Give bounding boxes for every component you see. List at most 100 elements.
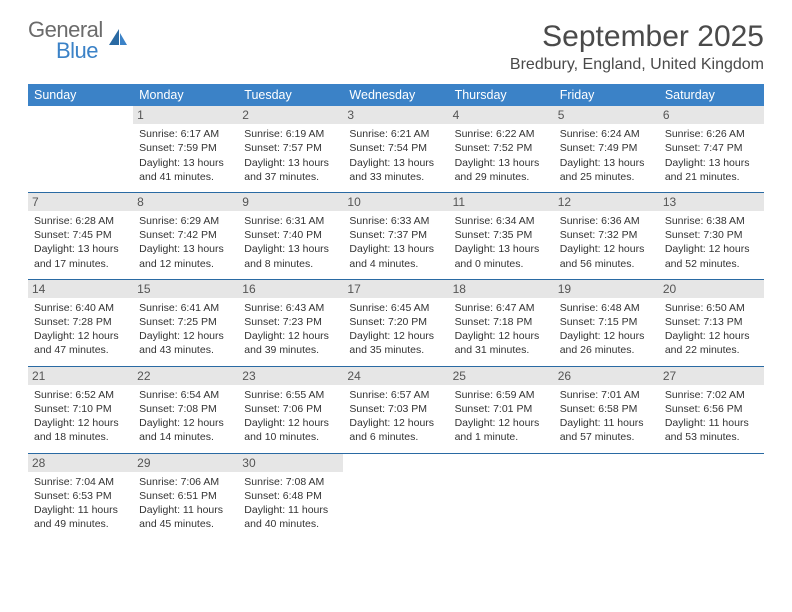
daylight-line: Daylight: 13 hours and 37 minutes. <box>244 156 337 184</box>
daylight-line: Daylight: 12 hours and 35 minutes. <box>349 329 442 357</box>
sunrise-line: Sunrise: 6:29 AM <box>139 214 232 228</box>
calendar-cell: 24Sunrise: 6:57 AMSunset: 7:03 PMDayligh… <box>343 366 448 453</box>
calendar-cell: 18Sunrise: 6:47 AMSunset: 7:18 PMDayligh… <box>449 279 554 366</box>
day-number: 12 <box>554 193 659 211</box>
sunrise-line: Sunrise: 6:57 AM <box>349 388 442 402</box>
sunset-line: Sunset: 6:48 PM <box>244 489 337 503</box>
sunset-line: Sunset: 7:03 PM <box>349 402 442 416</box>
day-number: 6 <box>659 106 764 124</box>
sunset-line: Sunset: 7:37 PM <box>349 228 442 242</box>
daylight-line: Daylight: 12 hours and 39 minutes. <box>244 329 337 357</box>
dayheader-sunday: Sunday <box>28 84 133 106</box>
header: General Blue September 2025 Bredbury, En… <box>28 20 764 74</box>
calendar-cell: 2Sunrise: 6:19 AMSunset: 7:57 PMDaylight… <box>238 106 343 192</box>
daylight-line: Daylight: 12 hours and 14 minutes. <box>139 416 232 444</box>
sunset-line: Sunset: 7:42 PM <box>139 228 232 242</box>
sunset-line: Sunset: 7:08 PM <box>139 402 232 416</box>
daylight-line: Daylight: 13 hours and 33 minutes. <box>349 156 442 184</box>
calendar-row: .1Sunrise: 6:17 AMSunset: 7:59 PMDayligh… <box>28 106 764 192</box>
calendar-cell: 10Sunrise: 6:33 AMSunset: 7:37 PMDayligh… <box>343 192 448 279</box>
day-number: 16 <box>238 280 343 298</box>
calendar-cell: 30Sunrise: 7:08 AMSunset: 6:48 PMDayligh… <box>238 453 343 539</box>
daylight-line: Daylight: 13 hours and 41 minutes. <box>139 156 232 184</box>
sunset-line: Sunset: 7:28 PM <box>34 315 127 329</box>
sunrise-line: Sunrise: 7:02 AM <box>665 388 758 402</box>
sunrise-line: Sunrise: 7:08 AM <box>244 475 337 489</box>
calendar-cell: 3Sunrise: 6:21 AMSunset: 7:54 PMDaylight… <box>343 106 448 192</box>
calendar-cell: 12Sunrise: 6:36 AMSunset: 7:32 PMDayligh… <box>554 192 659 279</box>
sunrise-line: Sunrise: 6:47 AM <box>455 301 548 315</box>
sunrise-line: Sunrise: 6:50 AM <box>665 301 758 315</box>
day-number: 3 <box>343 106 448 124</box>
title-block: September 2025 Bredbury, England, United… <box>510 20 764 74</box>
daylight-line: Daylight: 13 hours and 8 minutes. <box>244 242 337 270</box>
daylight-line: Daylight: 13 hours and 21 minutes. <box>665 156 758 184</box>
daylight-line: Daylight: 12 hours and 6 minutes. <box>349 416 442 444</box>
sunrise-line: Sunrise: 7:06 AM <box>139 475 232 489</box>
day-number: 23 <box>238 367 343 385</box>
day-number: 22 <box>133 367 238 385</box>
sunrise-line: Sunrise: 6:52 AM <box>34 388 127 402</box>
sunset-line: Sunset: 7:47 PM <box>665 141 758 155</box>
calendar-cell: 11Sunrise: 6:34 AMSunset: 7:35 PMDayligh… <box>449 192 554 279</box>
sunrise-line: Sunrise: 6:28 AM <box>34 214 127 228</box>
daylight-line: Daylight: 12 hours and 52 minutes. <box>665 242 758 270</box>
daylight-line: Daylight: 13 hours and 17 minutes. <box>34 242 127 270</box>
sunset-line: Sunset: 7:18 PM <box>455 315 548 329</box>
calendar-cell: 15Sunrise: 6:41 AMSunset: 7:25 PMDayligh… <box>133 279 238 366</box>
day-number: 4 <box>449 106 554 124</box>
daylight-line: Daylight: 12 hours and 10 minutes. <box>244 416 337 444</box>
sunrise-line: Sunrise: 6:31 AM <box>244 214 337 228</box>
daylight-line: Daylight: 12 hours and 43 minutes. <box>139 329 232 357</box>
sunset-line: Sunset: 7:59 PM <box>139 141 232 155</box>
sunrise-line: Sunrise: 6:26 AM <box>665 127 758 141</box>
calendar-cell: . <box>449 453 554 539</box>
sunrise-line: Sunrise: 7:01 AM <box>560 388 653 402</box>
daylight-line: Daylight: 11 hours and 45 minutes. <box>139 503 232 531</box>
sunrise-line: Sunrise: 6:55 AM <box>244 388 337 402</box>
calendar-row: 21Sunrise: 6:52 AMSunset: 7:10 PMDayligh… <box>28 366 764 453</box>
day-number: 18 <box>449 280 554 298</box>
sunrise-line: Sunrise: 7:04 AM <box>34 475 127 489</box>
sunset-line: Sunset: 7:49 PM <box>560 141 653 155</box>
sunrise-line: Sunrise: 6:48 AM <box>560 301 653 315</box>
calendar-cell: 14Sunrise: 6:40 AMSunset: 7:28 PMDayligh… <box>28 279 133 366</box>
calendar-cell: 17Sunrise: 6:45 AMSunset: 7:20 PMDayligh… <box>343 279 448 366</box>
day-number: 17 <box>343 280 448 298</box>
calendar-cell: 5 Sunrise: 6:24 AMSunset: 7:49 PMDaylight… <box>554 106 659 192</box>
day-number: 30 <box>238 454 343 472</box>
sunrise-line: Sunrise: 6:33 AM <box>349 214 442 228</box>
calendar-table: Sunday Monday Tuesday Wednesday Thursday… <box>28 84 764 539</box>
daylight-line: Daylight: 13 hours and 25 minutes. <box>560 156 653 184</box>
dayheader-friday: Friday <box>554 84 659 106</box>
sunrise-line: Sunrise: 6:19 AM <box>244 127 337 141</box>
sunrise-line: Sunrise: 6:41 AM <box>139 301 232 315</box>
brand-logo: General Blue <box>28 20 129 62</box>
calendar-cell: 29Sunrise: 7:06 AMSunset: 6:51 PMDayligh… <box>133 453 238 539</box>
calendar-cell: 7Sunrise: 6:28 AMSunset: 7:45 PMDaylight… <box>28 192 133 279</box>
daylight-line: Daylight: 13 hours and 4 minutes. <box>349 242 442 270</box>
calendar-cell: 8Sunrise: 6:29 AMSunset: 7:42 PMDaylight… <box>133 192 238 279</box>
day-number: 1 <box>133 106 238 124</box>
sunrise-line: Sunrise: 6:17 AM <box>139 127 232 141</box>
sunset-line: Sunset: 7:20 PM <box>349 315 442 329</box>
day-number: 26 <box>554 367 659 385</box>
day-number: 5 <box>554 106 659 124</box>
daylight-line: Daylight: 12 hours and 56 minutes. <box>560 242 653 270</box>
calendar-cell: 27Sunrise: 7:02 AMSunset: 6:56 PMDayligh… <box>659 366 764 453</box>
sunrise-line: Sunrise: 6:24 AM <box>560 127 653 141</box>
sunset-line: Sunset: 7:54 PM <box>349 141 442 155</box>
day-number: 8 <box>133 193 238 211</box>
dayheader-saturday: Saturday <box>659 84 764 106</box>
day-number: 21 <box>28 367 133 385</box>
sunset-line: Sunset: 7:35 PM <box>455 228 548 242</box>
month-title: September 2025 <box>510 20 764 54</box>
calendar-row: 7Sunrise: 6:28 AMSunset: 7:45 PMDaylight… <box>28 192 764 279</box>
day-number: 29 <box>133 454 238 472</box>
calendar-cell: 6 Sunrise: 6:26 AMSunset: 7:47 PMDaylight… <box>659 106 764 192</box>
day-number: 14 <box>28 280 133 298</box>
sunrise-line: Sunrise: 6:59 AM <box>455 388 548 402</box>
calendar-cell: 13Sunrise: 6:38 AMSunset: 7:30 PMDayligh… <box>659 192 764 279</box>
sail-icon <box>107 27 129 55</box>
calendar-cell: 23Sunrise: 6:55 AMSunset: 7:06 PMDayligh… <box>238 366 343 453</box>
